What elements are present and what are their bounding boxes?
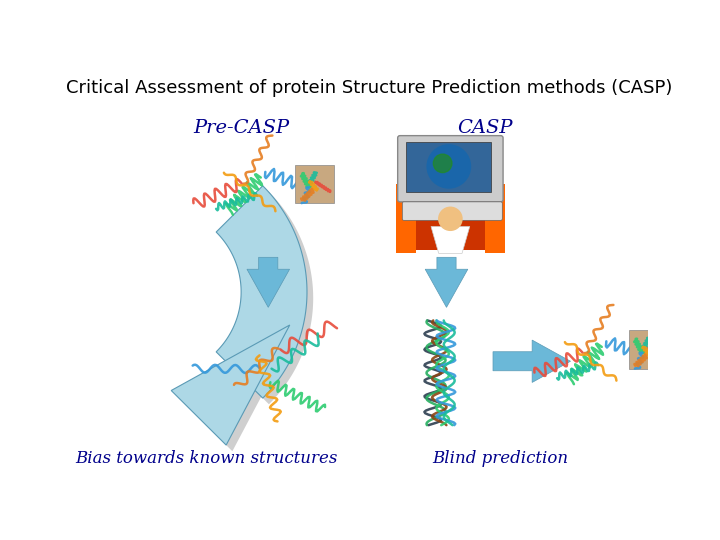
Text: Bias towards known structures: Bias towards known structures: [75, 450, 338, 467]
Polygon shape: [431, 226, 469, 253]
Polygon shape: [171, 325, 289, 445]
FancyBboxPatch shape: [406, 142, 492, 192]
FancyBboxPatch shape: [295, 165, 334, 204]
FancyBboxPatch shape: [629, 330, 667, 369]
Polygon shape: [426, 257, 468, 307]
Circle shape: [427, 145, 471, 188]
Polygon shape: [222, 192, 313, 404]
FancyBboxPatch shape: [397, 136, 503, 202]
Text: CASP: CASP: [457, 119, 513, 137]
Text: Critical Assessment of protein Structure Prediction methods (CASP): Critical Assessment of protein Structure…: [66, 79, 672, 97]
Polygon shape: [485, 184, 505, 253]
Polygon shape: [396, 184, 505, 249]
Polygon shape: [177, 331, 296, 451]
Polygon shape: [493, 340, 570, 382]
FancyBboxPatch shape: [402, 202, 503, 220]
Text: Blind prediction: Blind prediction: [433, 450, 569, 467]
Circle shape: [433, 154, 452, 173]
Polygon shape: [247, 257, 289, 307]
Polygon shape: [396, 184, 415, 253]
Circle shape: [438, 207, 462, 231]
Text: Pre-CASP: Pre-CASP: [193, 119, 289, 137]
Polygon shape: [216, 186, 307, 398]
